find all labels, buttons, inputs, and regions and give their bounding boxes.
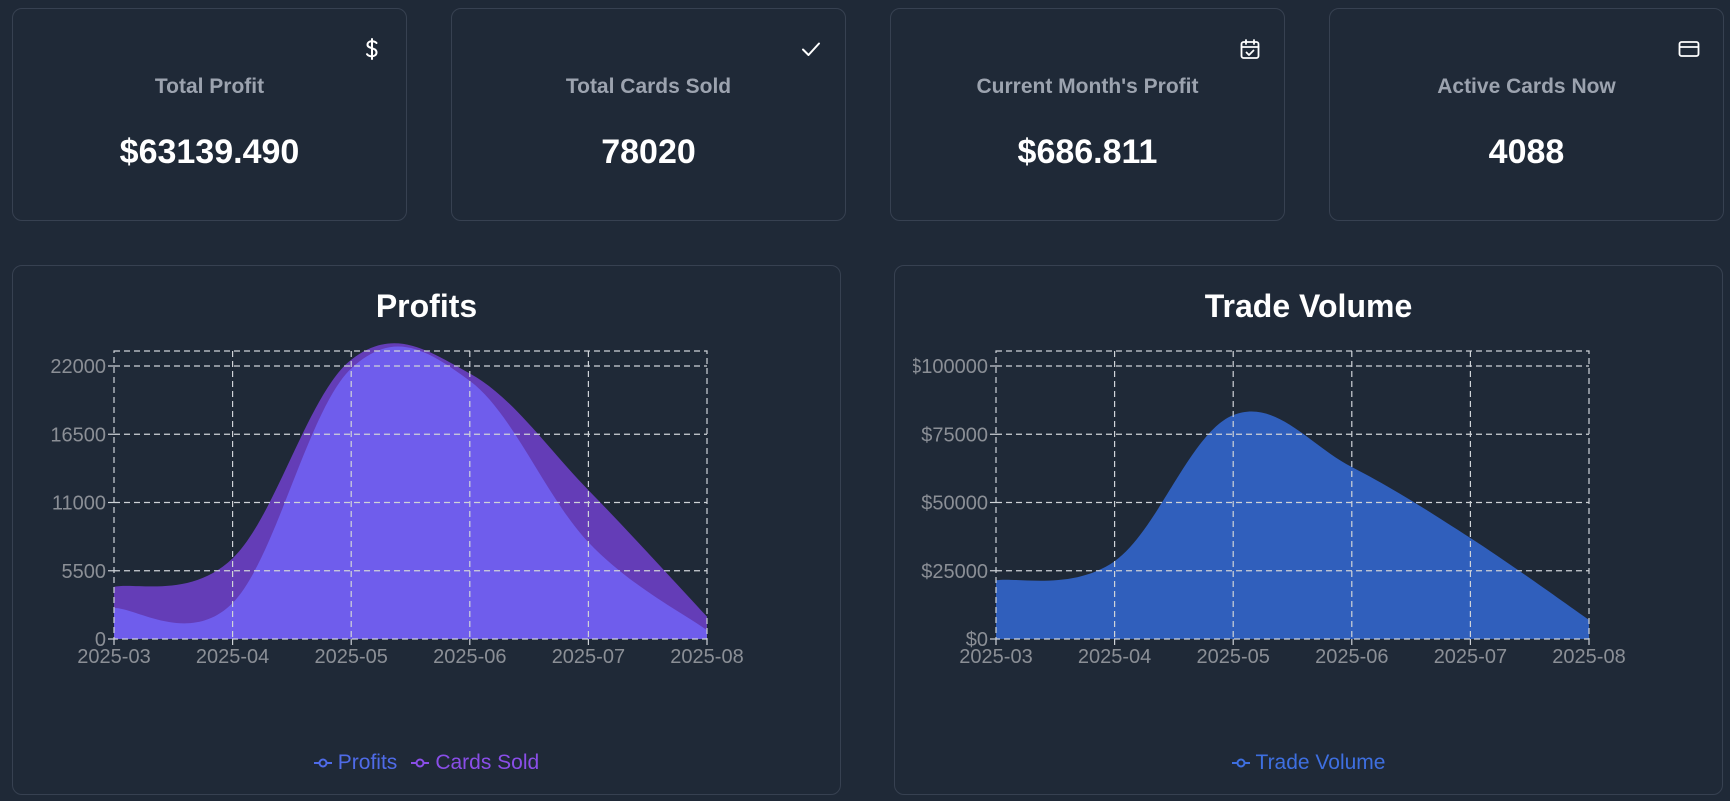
stat-value: $63139.490 (119, 133, 300, 171)
y-tick-label: 22000 (50, 356, 106, 378)
x-tick-label: 2025-05 (314, 646, 387, 668)
stat-value: $686.811 (1017, 133, 1158, 171)
profits-chart: 0 5500 11000 16500 22000 2025-03 2025-04 2025-0… (50, 343, 744, 668)
y-tick-label: $25000 (921, 561, 988, 583)
x-tick-label: 2025-08 (1552, 646, 1625, 668)
chart-title: Profits (375, 288, 478, 324)
x-tick-label: 2025-03 (77, 646, 150, 668)
x-tick-label: 2025-07 (1434, 646, 1507, 668)
chart-legend: Trade Volume (895, 751, 1722, 775)
calendar-check-icon (1238, 37, 1262, 61)
y-tick-label: 0 (95, 629, 106, 651)
trade-volume-chart: $0 $25000 $50000 $75000 $100000 2025-03 2025-0… (910, 350, 1626, 668)
stat-label: Total Cards Sold (565, 75, 732, 98)
stat-label: Active Cards Now (1437, 75, 1616, 98)
stat-card-total-profit: Total Profit $63139.490 (12, 8, 407, 221)
legend-item-cards-sold[interactable]: Cards Sold (411, 751, 539, 775)
check-icon (799, 37, 823, 61)
x-tick-label: 2025-04 (1078, 646, 1151, 668)
stat-card-active-cards-now: Active Cards Now 4088 (1329, 8, 1724, 221)
y-tick-label: $100000 (910, 356, 988, 378)
plot-area: 0 5500 11000 16500 22000 2025-03 2025-04 2025-0… (50, 343, 744, 668)
credit-card-icon (1677, 37, 1701, 61)
x-tick-label: 2025-06 (1315, 646, 1388, 668)
stat-label: Total Profit (154, 75, 265, 98)
area-trade-volume (996, 411, 1589, 639)
stat-value: 78020 (601, 133, 696, 171)
legend-label: Cards Sold (435, 751, 540, 774)
y-tick-label: 16500 (50, 424, 106, 446)
stat-value: 4088 (1488, 133, 1565, 171)
stat-card-total-cards-sold: Total Cards Sold 78020 (451, 8, 846, 221)
area-profits (114, 346, 707, 639)
legend-item-trade-volume[interactable]: Trade Volume (1231, 751, 1386, 775)
x-tick-label: 2025-06 (433, 646, 506, 668)
profits-chart-card: Profits 0 5500 11000 16500 22000 2025-03 2025-… (12, 265, 841, 795)
legend-label: Profits (337, 751, 398, 774)
legend-marker-icon (313, 758, 332, 768)
y-tick-label: 5500 (62, 561, 107, 583)
trade-volume-chart-card: Trade Volume $0 $25000 $50000 $75000 $100000… (894, 265, 1723, 795)
legend-item-profits[interactable]: Profits (313, 751, 398, 775)
stat-card-current-month-profit: Current Month's Profit $686.811 (890, 8, 1285, 221)
x-tick-label: 2025-05 (1196, 646, 1269, 668)
x-tick-label: 2025-03 (959, 646, 1032, 668)
legend-label: Trade Volume (1255, 751, 1386, 774)
chart-legend: Profits Cards Sold (13, 751, 840, 775)
y-tick-label: $0 (966, 629, 988, 651)
dollar-icon (360, 37, 384, 61)
stat-label: Current Month's Profit (976, 75, 1199, 98)
x-tick-label: 2025-08 (670, 646, 743, 668)
y-tick-label: $50000 (921, 493, 988, 515)
legend-marker-icon (1231, 758, 1250, 768)
chart-title: Trade Volume (1204, 288, 1413, 324)
x-tick-label: 2025-07 (552, 646, 625, 668)
x-tick-label: 2025-04 (196, 646, 269, 668)
plot-area: $0 $25000 $50000 $75000 $100000 2025-03 2025-0… (910, 350, 1626, 668)
legend-marker-icon (411, 758, 430, 768)
y-tick-label: $75000 (921, 424, 988, 446)
y-tick-label: 11000 (52, 493, 106, 515)
